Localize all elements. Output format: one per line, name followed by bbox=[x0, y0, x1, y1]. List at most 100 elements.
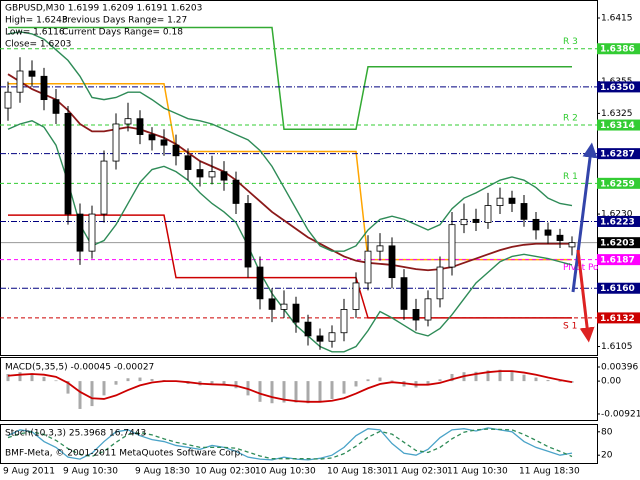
stoch-title: Stoch(10,3,3) 25.3968 16.7443 bbox=[5, 429, 146, 439]
level-box bbox=[597, 254, 640, 266]
level-box bbox=[597, 43, 640, 55]
histogram-bar bbox=[6, 373, 10, 382]
x-tick-label: 11 Aug 18:30 bbox=[519, 467, 580, 477]
candle-body bbox=[124, 118, 132, 125]
histogram-bar bbox=[30, 373, 34, 382]
histogram-bar bbox=[138, 377, 142, 382]
level-box bbox=[597, 177, 640, 189]
y-tick-label: 1.6105 bbox=[601, 342, 633, 352]
histogram-bar bbox=[450, 373, 454, 382]
candle-body bbox=[280, 303, 288, 310]
panel-frame bbox=[0, 357, 598, 421]
y-tick-label: -0.00921 bbox=[601, 409, 640, 419]
x-tick-label: 9 Aug 10:30 bbox=[63, 467, 118, 477]
candle-body bbox=[160, 139, 168, 146]
y-tick-label: 0.00396 bbox=[601, 362, 638, 372]
level-name: R 2 bbox=[563, 114, 578, 124]
level-box bbox=[597, 237, 640, 249]
candle-body bbox=[472, 218, 480, 223]
candle-body bbox=[208, 171, 216, 178]
level-box bbox=[597, 215, 640, 227]
x-tick-label: 11 Aug 10:30 bbox=[447, 467, 508, 477]
candle-body bbox=[136, 118, 144, 135]
candle-body bbox=[148, 134, 156, 141]
candle-body bbox=[256, 266, 264, 300]
histogram-bar bbox=[282, 381, 286, 403]
histogram-bar bbox=[390, 380, 394, 382]
candle-body bbox=[424, 298, 432, 321]
chart-title: GBPUSD,M30 1.6199 1.6209 1.6191 1.6203 bbox=[5, 4, 202, 14]
histogram-bar bbox=[54, 380, 58, 382]
level-value: 1.6203 bbox=[600, 239, 635, 249]
histogram-bar bbox=[78, 381, 82, 409]
level-value: 1.6386 bbox=[600, 45, 635, 55]
candle-body bbox=[484, 205, 492, 223]
candle-body bbox=[436, 266, 444, 300]
histogram-bar bbox=[234, 381, 238, 389]
level-box bbox=[597, 148, 640, 160]
level-box bbox=[597, 81, 640, 93]
histogram-bar bbox=[126, 378, 130, 382]
y-tick-label: 80 bbox=[601, 427, 613, 437]
y-tick-label: 1.6325 bbox=[601, 109, 633, 119]
histogram-bar bbox=[114, 381, 118, 385]
overlay-line bbox=[7, 31, 573, 252]
candle-body bbox=[100, 160, 108, 215]
histogram-bar bbox=[18, 372, 22, 382]
candle-body bbox=[520, 203, 528, 220]
histogram-bar bbox=[330, 381, 334, 399]
histogram-bar bbox=[474, 371, 478, 382]
candle-body bbox=[448, 224, 456, 268]
candle-body bbox=[4, 91, 12, 109]
candle-body bbox=[220, 171, 228, 181]
x-tick-label: 9 Aug 2011 bbox=[3, 467, 55, 477]
level-value: 1.6259 bbox=[600, 179, 635, 189]
level-box bbox=[597, 282, 640, 294]
histogram-bar bbox=[42, 376, 46, 382]
candle-body bbox=[532, 218, 540, 231]
panel-frame bbox=[0, 424, 598, 464]
footer: BMF-Meta, © 2001-2011 MetaQuotes Softwar… bbox=[5, 449, 243, 459]
candle-body bbox=[400, 277, 408, 310]
level-value: 1.6187 bbox=[600, 256, 635, 266]
up-arrow bbox=[571, 142, 598, 293]
info-low: Low= 1.6116 bbox=[5, 28, 65, 38]
overlay-line bbox=[7, 120, 573, 353]
y-tick-label: 1.6415 bbox=[601, 14, 633, 24]
pivot-step bbox=[8, 26, 572, 131]
signal-line bbox=[7, 370, 573, 403]
histogram-bar bbox=[378, 377, 382, 382]
level-value: 1.6287 bbox=[600, 150, 635, 160]
candle-body bbox=[316, 335, 324, 342]
candle-body bbox=[328, 332, 336, 342]
histogram-bar bbox=[498, 369, 502, 382]
candle-body bbox=[184, 155, 192, 170]
x-tick-label: 10 Aug 18:30 bbox=[327, 467, 388, 477]
info-high: High= 1.6243 bbox=[5, 16, 68, 26]
candle-body bbox=[64, 112, 72, 215]
candle-body bbox=[544, 229, 552, 236]
level-box bbox=[597, 119, 640, 131]
histogram-bar bbox=[426, 381, 430, 385]
stoch-line bbox=[7, 428, 573, 460]
histogram-bar bbox=[438, 379, 442, 382]
histogram-bar bbox=[546, 380, 550, 382]
candle-body bbox=[268, 298, 276, 310]
histogram-bar bbox=[66, 381, 70, 394]
histogram-bar bbox=[150, 378, 154, 382]
histogram-bar bbox=[258, 381, 262, 402]
candle-body bbox=[364, 250, 372, 284]
level-value: 1.6160 bbox=[600, 284, 635, 294]
candle-body bbox=[28, 70, 36, 77]
macd-title: MACD(5,35,5) -0.00045 -0.00027 bbox=[5, 363, 154, 373]
histogram-bar bbox=[270, 381, 274, 404]
level-name: R 3 bbox=[563, 37, 578, 47]
overlay-line bbox=[7, 73, 572, 272]
level-name: S 1 bbox=[563, 321, 577, 331]
histogram-bar bbox=[366, 379, 370, 382]
x-tick-label: 9 Aug 18:30 bbox=[135, 467, 190, 477]
candle-body bbox=[40, 75, 48, 101]
candle-body bbox=[52, 99, 60, 114]
